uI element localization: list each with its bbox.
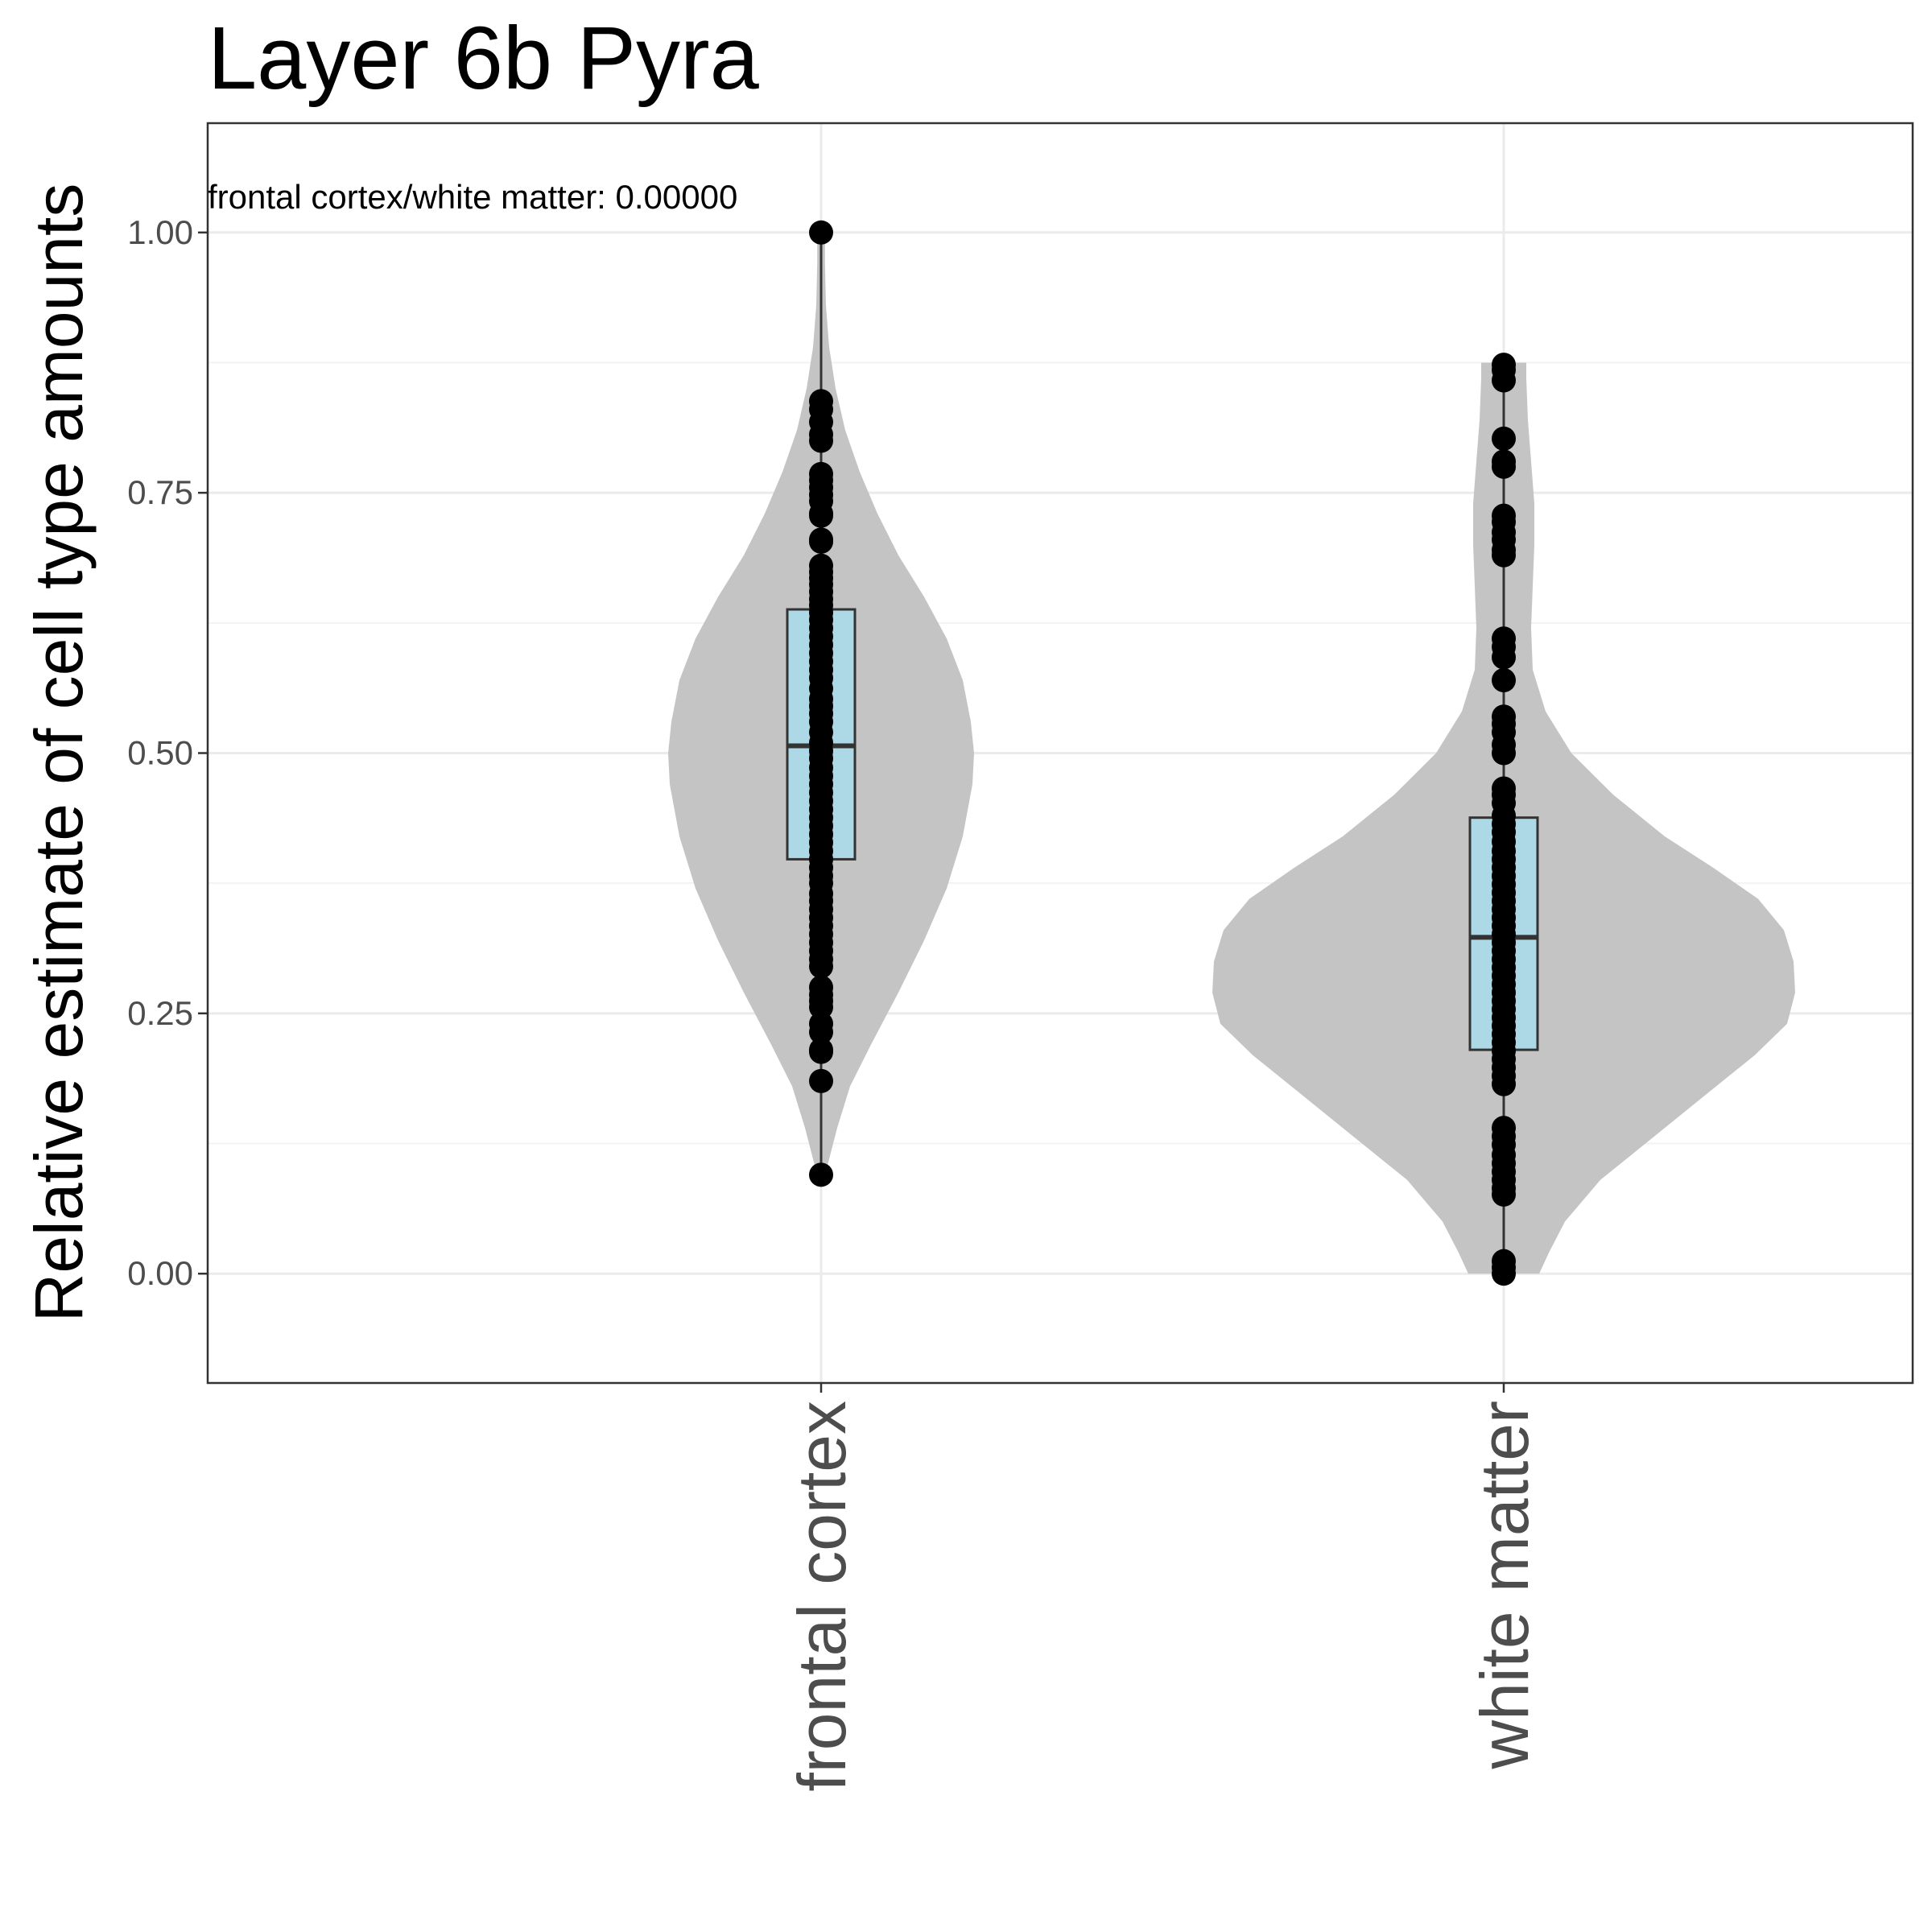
data-point xyxy=(809,529,833,554)
data-point xyxy=(809,954,833,979)
y-tick-label: 0.75 xyxy=(127,473,193,511)
data-point xyxy=(809,503,833,528)
data-point xyxy=(1492,368,1516,393)
data-point xyxy=(809,1039,833,1064)
data-point xyxy=(809,220,833,245)
y-tick-label: 1.00 xyxy=(127,213,193,251)
data-point xyxy=(1492,426,1516,451)
data-point xyxy=(809,428,833,453)
y-axis-label: Relative estimate of cell type amounts xyxy=(21,184,97,1323)
data-point xyxy=(809,1020,833,1045)
data-point xyxy=(1492,543,1516,568)
axis-layer: 0.00 0.25 0.50 0.75 1.00 frontal cortex white … xyxy=(127,213,1542,1792)
data-point xyxy=(1492,645,1516,670)
point-layer xyxy=(809,220,1516,1286)
data-point xyxy=(1492,1182,1516,1207)
x-tick-label: frontal cortex xyxy=(784,1401,860,1792)
data-point xyxy=(1492,741,1516,766)
y-tick-label: 0.50 xyxy=(127,734,193,772)
y-tick-label: 0.00 xyxy=(127,1254,193,1292)
chart-title: Layer 6b Pyra xyxy=(208,9,760,108)
test-annotation: frontal cortex/white matter: 0.00000 xyxy=(208,178,737,216)
data-point xyxy=(1492,1071,1516,1096)
data-point xyxy=(809,995,833,1020)
data-point xyxy=(1492,454,1516,479)
x-tick-label: white matter xyxy=(1467,1401,1542,1770)
data-point xyxy=(1492,1261,1516,1286)
data-point xyxy=(809,1162,833,1187)
data-point xyxy=(1492,667,1516,692)
data-point xyxy=(809,1068,833,1093)
y-tick-label: 0.25 xyxy=(127,994,193,1032)
